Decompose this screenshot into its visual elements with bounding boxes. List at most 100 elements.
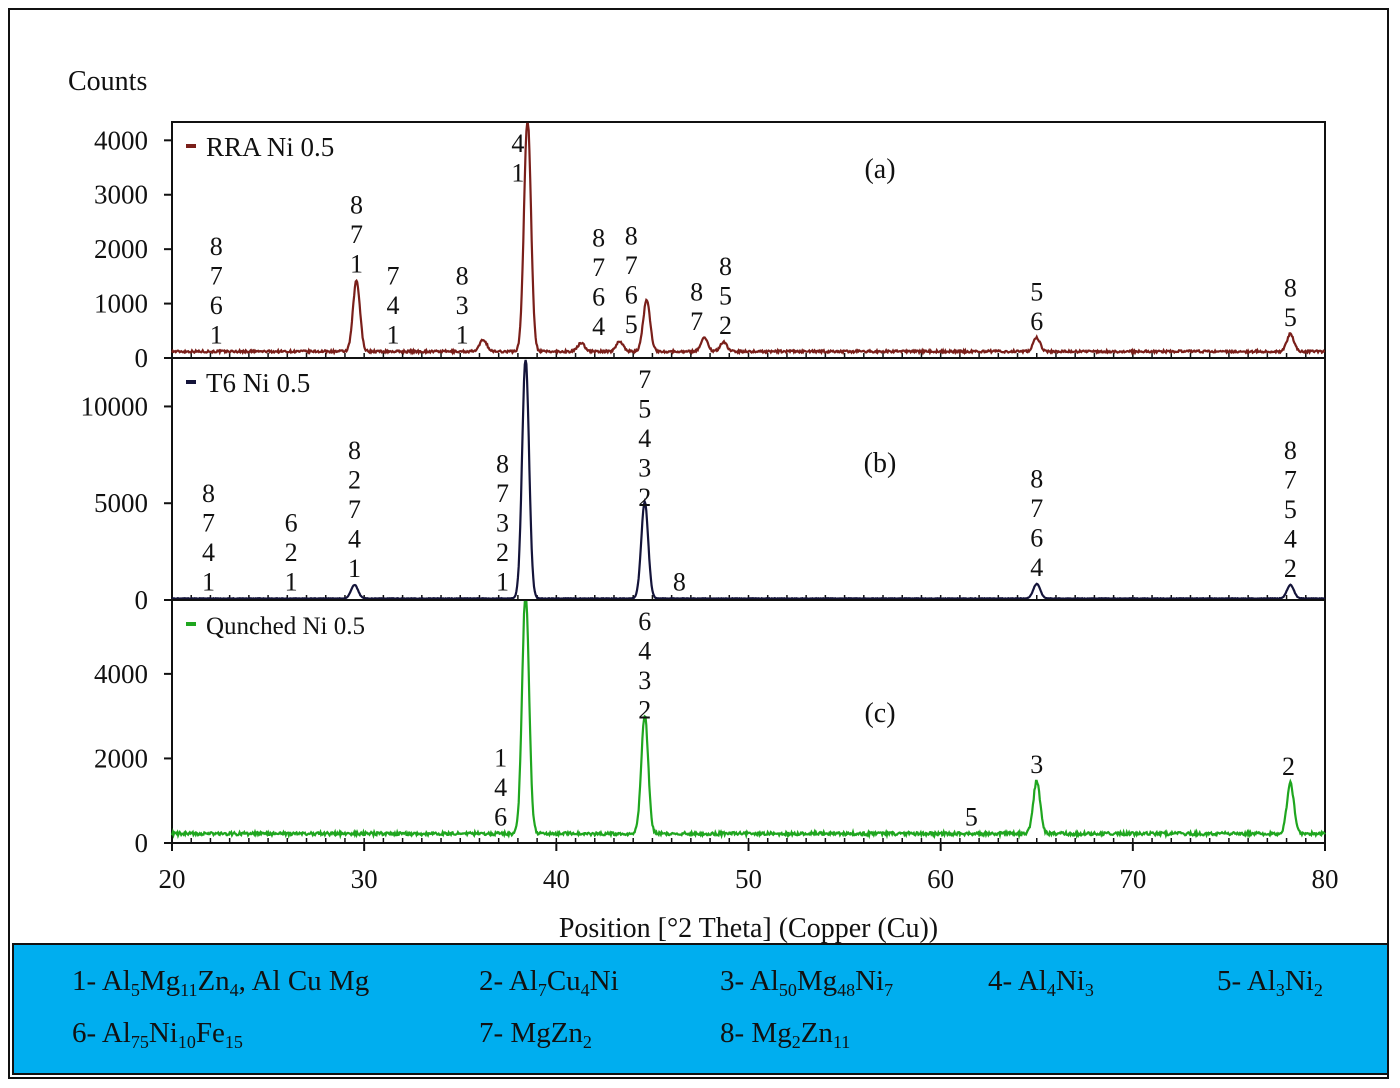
peak-annotation: 4 <box>1030 553 1043 582</box>
peak-annotation: 1 <box>496 567 509 596</box>
peak-annotation: 5 <box>1284 303 1297 332</box>
formula-subscript: 2 <box>582 1032 592 1052</box>
formula-subscript: 11 <box>180 980 198 1000</box>
peak-annotation: 8 <box>350 191 363 220</box>
formula-text: Fe <box>195 1017 225 1049</box>
formula-text: Zn <box>800 1017 833 1049</box>
peak-annotation: 7 <box>210 261 223 290</box>
peak-annotation: 1 <box>456 320 469 349</box>
formula-text: Ni <box>855 965 885 997</box>
formula-subscript: 75 <box>130 1032 149 1052</box>
formula-text: Al <box>101 965 131 997</box>
peak-annotation: 7 <box>350 220 363 249</box>
legend-item-1: 1- Al5Mg11Zn4, Al Cu Mg <box>72 965 370 1000</box>
peak-annotation: 7 <box>1030 494 1043 523</box>
peak-annotation: 7 <box>1284 465 1297 494</box>
peak-annotation: 5 <box>1284 495 1297 524</box>
peak-annotation: 3 <box>496 508 509 537</box>
peak-annotation: 8 <box>625 222 638 251</box>
series-b-name: T6 Ni 0.5 <box>206 368 310 398</box>
formula-text: Cu <box>546 965 581 997</box>
peak-annotation: 7 <box>592 253 605 282</box>
peak-annotation: 8 <box>592 223 605 252</box>
peak-annotation: 5 <box>1030 277 1043 306</box>
x-tick-label: 30 <box>351 864 378 894</box>
peak-annotation: 8 <box>202 479 215 508</box>
formula-text: Mg <box>796 965 838 997</box>
y-tick-label: 3000 <box>94 180 148 210</box>
peak-annotation: 3 <box>456 291 469 320</box>
legend-number: 4- <box>988 965 1018 997</box>
legend-item-8: 8- Mg2Zn11 <box>720 1017 851 1052</box>
y-tick-label: 0 <box>135 343 149 373</box>
legend-item-6: 6- Al75Ni10Fe15 <box>72 1017 243 1052</box>
peak-annotation: 6 <box>1030 307 1043 336</box>
x-tick-label: 40 <box>543 864 570 894</box>
formula-subscript: 50 <box>778 980 797 1000</box>
peak-annotation: 4 <box>386 291 399 320</box>
formula-subscript: 11 <box>832 1032 851 1052</box>
formula-subscript: 10 <box>177 1032 196 1052</box>
formula-text: Al <box>1246 965 1276 997</box>
peak-annotation: 6 <box>592 282 605 311</box>
formula-subscript: 5 <box>130 980 140 1000</box>
formula-subscript: 48 <box>837 980 856 1000</box>
legend-item-5: 5- Al3Ni2 <box>1217 965 1323 1000</box>
y-tick-label: 5000 <box>94 488 148 518</box>
peak-annotation: 2 <box>638 696 651 725</box>
formula-text: MgZn <box>510 1017 583 1049</box>
peak-annotation: 2 <box>1282 752 1295 781</box>
pattern-b-line <box>171 359 1326 601</box>
panel-c-label: (c) <box>864 698 895 729</box>
legend-number: 1- <box>72 965 102 997</box>
peak-annotation: 8 <box>496 449 509 478</box>
y-tick-label: 0 <box>135 585 149 615</box>
y-tick-label: 10000 <box>81 391 149 421</box>
peak-annotation: 2 <box>348 465 361 494</box>
peak-annotation: 2 <box>1284 554 1297 583</box>
formula-text: , Al Cu Mg <box>238 965 370 997</box>
peak-annotation: 4 <box>1284 524 1297 553</box>
peak-annotation: 1 <box>210 320 223 349</box>
formula-text: Zn <box>197 965 230 997</box>
peak-annotation: 5 <box>625 310 638 339</box>
formula-text: Al <box>749 965 779 997</box>
legend-item-2: 2- Al7Cu4Ni <box>479 965 619 1000</box>
peak-annotation: 8 <box>1030 464 1043 493</box>
pattern-c-line <box>170 600 1326 840</box>
figure-frame <box>8 8 1389 1079</box>
peak-annotation: 1 <box>511 159 524 188</box>
formula-subscript: 2 <box>791 1032 801 1052</box>
legend-number: 3- <box>720 965 750 997</box>
legend-number: 2- <box>479 965 509 997</box>
peak-annotation: 1 <box>386 320 399 349</box>
peak-annotation: 8 <box>210 232 223 261</box>
y-tick-label: 2000 <box>94 234 148 264</box>
formula-text: Mg <box>751 1017 792 1049</box>
peak-annotation: 7 <box>202 508 215 537</box>
peak-annotation: 4 <box>592 312 605 341</box>
formula-subscript: 7 <box>537 980 547 1000</box>
panel-b-label: (b) <box>864 448 897 479</box>
formula-text: Al <box>1017 965 1047 997</box>
formula-subscript: 2 <box>1313 980 1323 1000</box>
series-a-name: RRA Ni 0.5 <box>206 132 334 162</box>
legend-number: 7- <box>479 1017 511 1049</box>
x-tick-label: 20 <box>159 864 186 894</box>
phase-legend: 1- Al5Mg11Zn4, Al Cu Mg 2- Al7Cu4Ni 3- A… <box>12 943 1389 1075</box>
formula-text: Ni <box>148 1017 178 1049</box>
peak-annotation: 6 <box>625 281 638 310</box>
formula-text: Ni <box>1055 965 1085 997</box>
peak-annotation: 6 <box>494 803 507 832</box>
peak-annotation: 6 <box>285 508 298 537</box>
peak-annotation: 4 <box>638 637 651 666</box>
peak-annotation: 3 <box>638 666 651 695</box>
legend-number: 8- <box>720 1017 752 1049</box>
formula-text: Ni <box>589 965 619 997</box>
formula-subscript: 3 <box>1275 980 1285 1000</box>
peak-annotation: 3 <box>638 454 651 483</box>
legend-item-3: 3- Al50Mg48Ni7 <box>720 965 893 1000</box>
panel-a-label: (a) <box>864 154 895 185</box>
peak-annotation: 1 <box>348 554 361 583</box>
